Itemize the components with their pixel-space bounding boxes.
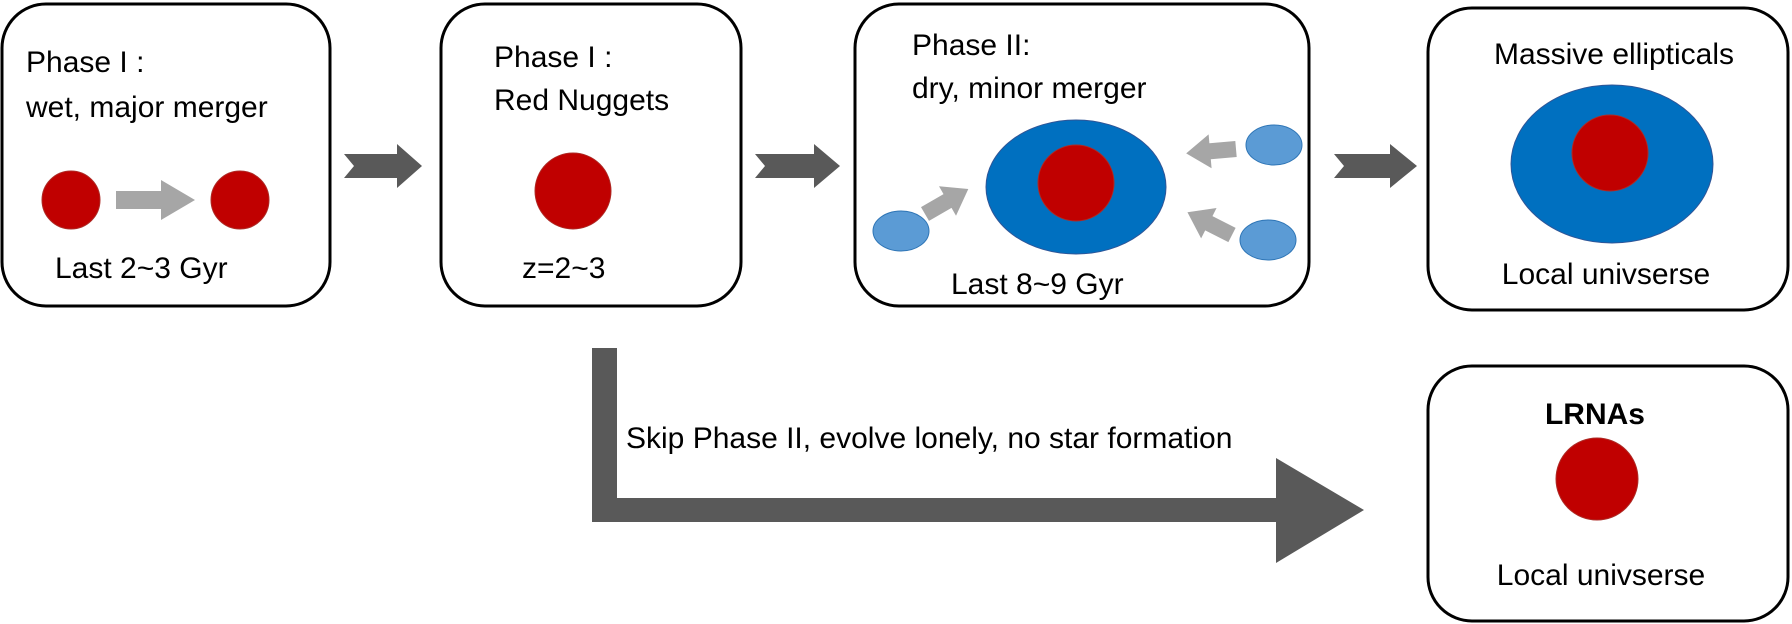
box-massive-ellipticals: Massive ellipticals Local univserse <box>1426 6 1790 312</box>
red-nugget-galaxy <box>534 152 612 230</box>
accretion-arrow-bottom-right <box>1187 208 1236 243</box>
box5-caption: Local univserse <box>1497 559 1705 592</box>
satellite-galaxy-top-right <box>1245 124 1303 166</box>
box-frame <box>0 2 332 308</box>
flow-arrow-2 <box>755 144 840 188</box>
skip-arrow-label: Skip Phase II, evolve lonely, no star fo… <box>626 422 1232 455</box>
box1-line1: Phase I : <box>26 46 144 79</box>
satellite-galaxy-left <box>872 210 930 252</box>
box2-line1: Phase I : <box>494 41 612 74</box>
box3-line2: dry, minor merger <box>912 72 1147 105</box>
box5-title: LRNAs <box>1545 398 1645 431</box>
box-phase1-merger: Phase I : wet, major merger Last 2~3 Gyr <box>0 2 332 308</box>
red-core <box>1037 144 1115 222</box>
box1-caption: Last 2~3 Gyr <box>55 252 228 285</box>
box4-title: Massive ellipticals <box>1494 38 1734 71</box>
box-frame <box>439 2 743 308</box>
progenitor-galaxy-2 <box>210 170 270 230</box>
skip-phase2-arrow: Skip Phase II, evolve lonely, no star fo… <box>592 348 1364 563</box>
box-phase2-minor-merger: Phase II: dry, minor merger Last 8~9 Gyr <box>853 2 1311 308</box>
flow-arrow-1 <box>344 144 422 188</box>
flow-arrow-3 <box>1334 144 1417 188</box>
accretion-arrow-top-right <box>1186 134 1237 169</box>
satellite-galaxy-bottom-right <box>1239 219 1297 261</box>
box-lrnas: LRNAs Local univserse <box>1426 364 1790 623</box>
progenitor-galaxy-1 <box>41 170 101 230</box>
accretion-arrow-left <box>921 186 969 221</box>
box2-caption: z=2~3 <box>522 252 605 285</box>
box2-line2: Red Nuggets <box>494 84 669 117</box>
massive-elliptical-core <box>1571 114 1649 192</box>
box4-caption: Local univserse <box>1502 258 1710 291</box>
merger-arrow <box>116 180 195 220</box>
box1-line2: wet, major merger <box>25 91 268 124</box>
box3-line1: Phase II: <box>912 29 1030 62</box>
box3-caption: Last 8~9 Gyr <box>951 268 1124 301</box>
lrna-galaxy <box>1555 437 1639 521</box>
box-phase1-red-nuggets: Phase I : Red Nuggets z=2~3 <box>439 2 743 308</box>
skip-arrow-shape <box>592 348 1364 563</box>
